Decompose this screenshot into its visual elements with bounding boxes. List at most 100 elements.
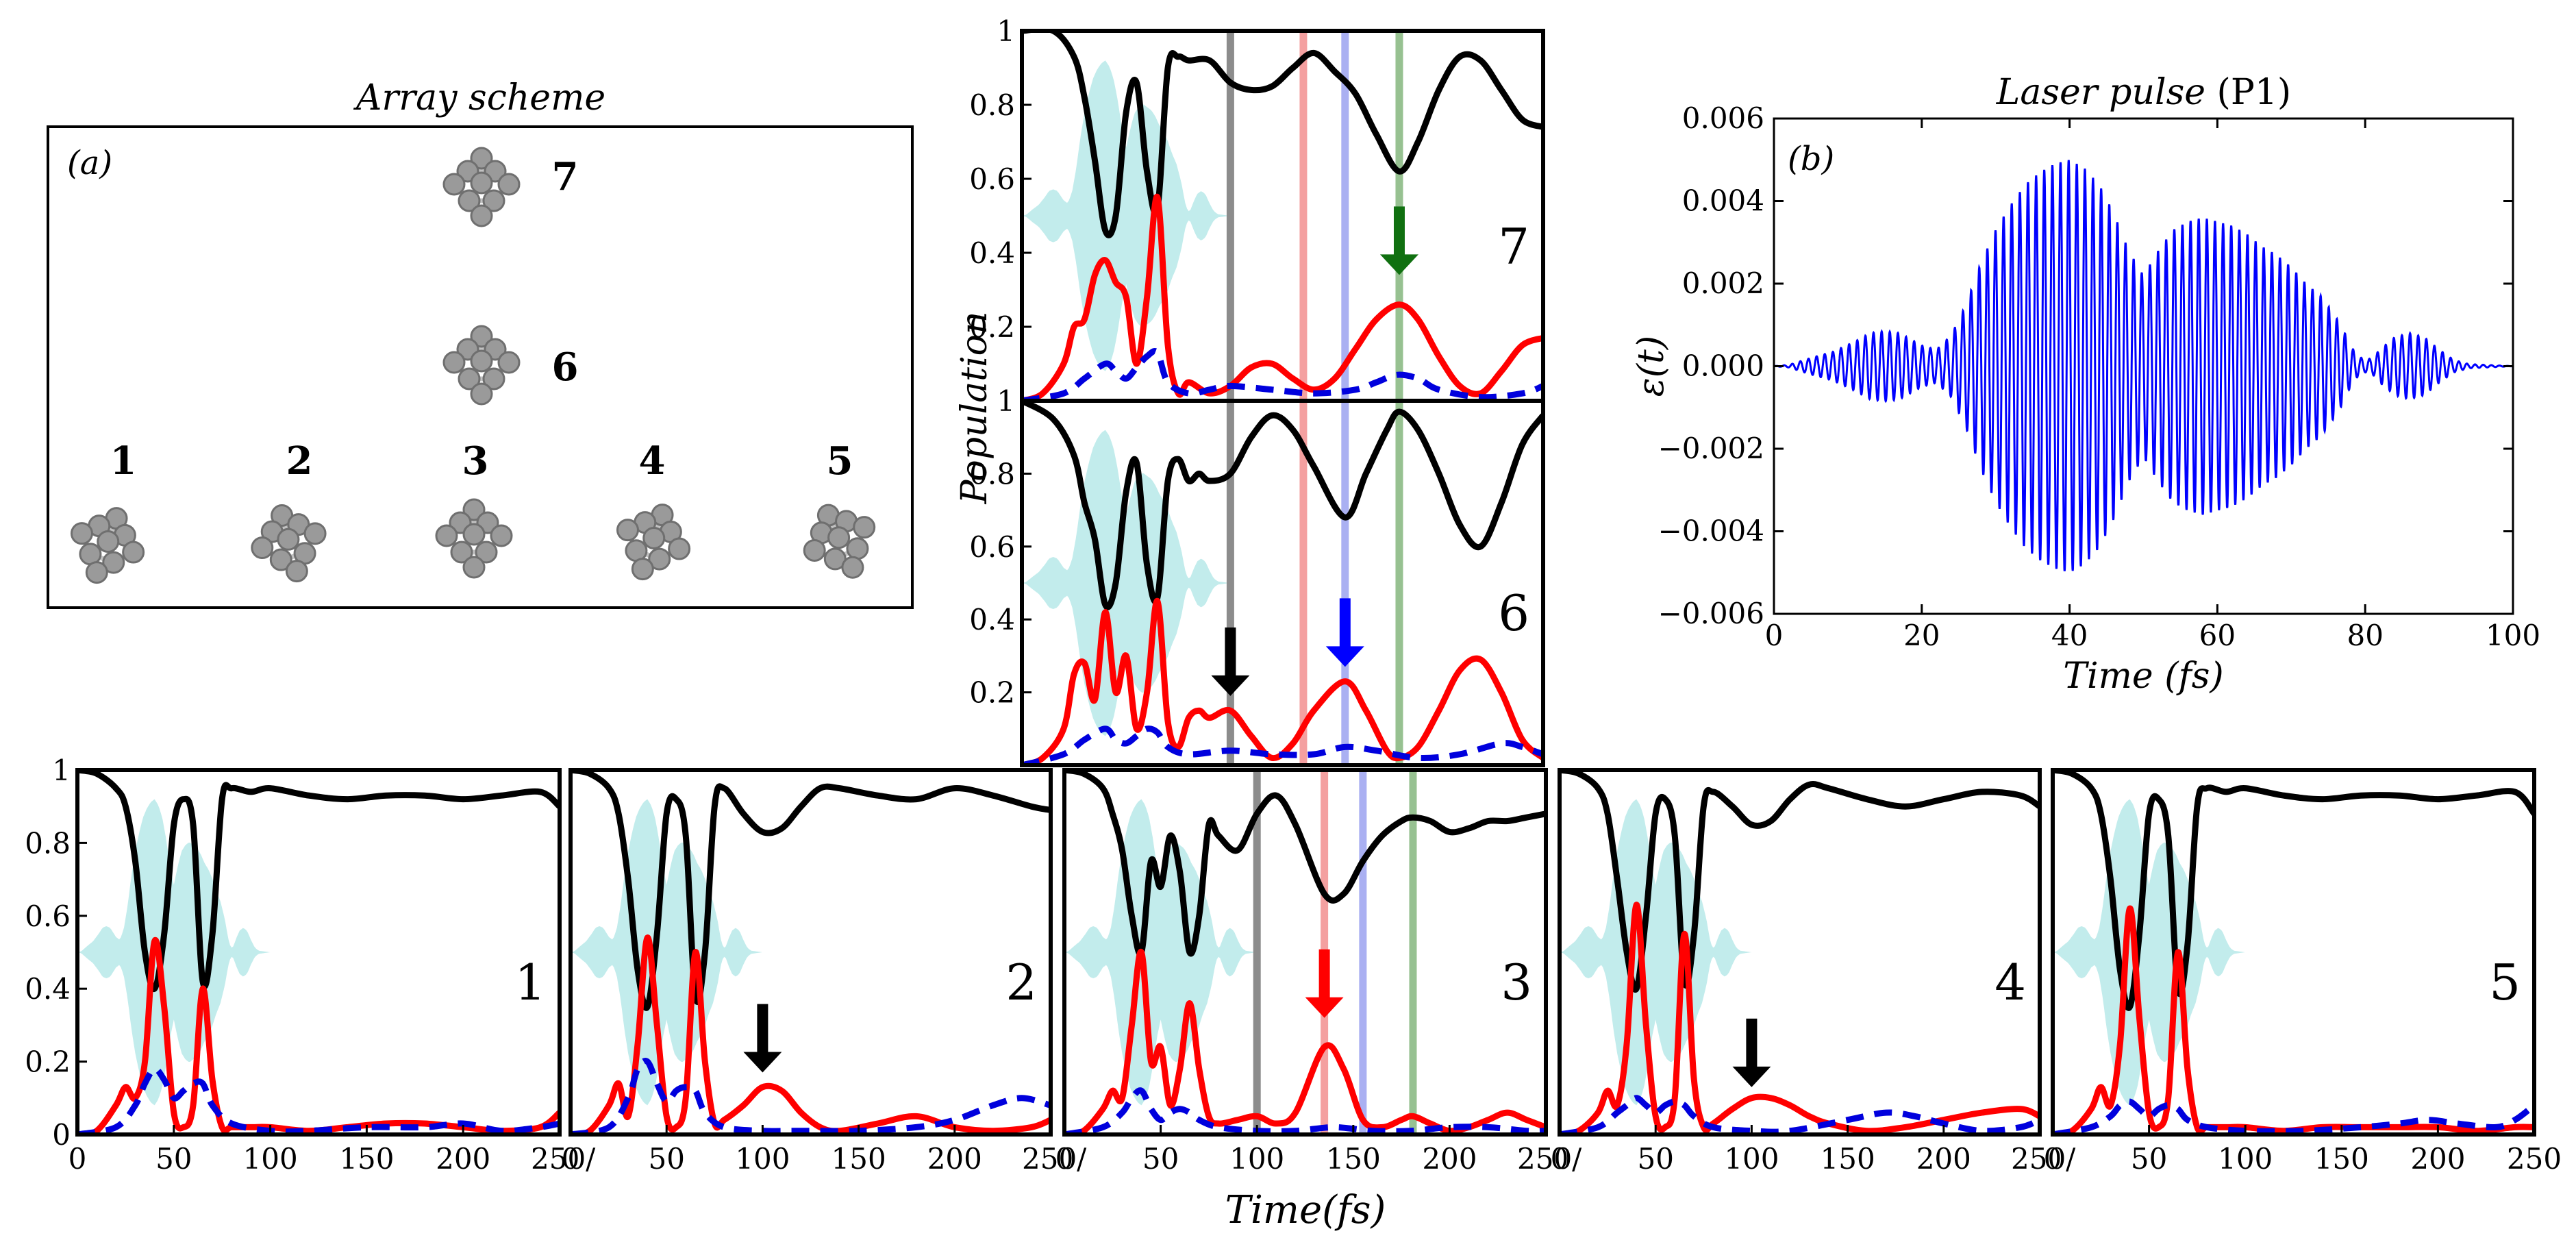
laser-y-axis-label: ε(t) bbox=[1631, 336, 1672, 397]
cluster-atom bbox=[462, 523, 486, 546]
transfer-arrow bbox=[743, 1004, 782, 1073]
x-tick-label: 150 bbox=[339, 1142, 394, 1176]
site-label-5: 5 bbox=[827, 438, 853, 484]
x-tick-label: 150 bbox=[1821, 1142, 1875, 1176]
cluster-atom bbox=[269, 548, 292, 571]
cluster-atom bbox=[122, 541, 145, 564]
transfer-arrow bbox=[1379, 206, 1418, 275]
population-site-2-plot-area bbox=[571, 770, 1051, 1134]
x-tick-label: 50 bbox=[2131, 1142, 2167, 1176]
cluster-atom bbox=[827, 526, 851, 549]
blue-population-line bbox=[1022, 725, 1543, 765]
cluster-site-5 bbox=[803, 504, 876, 579]
x-tick-label: 0 bbox=[2044, 1142, 2062, 1176]
y-tick-label: 1 bbox=[997, 14, 1015, 48]
y-tick-label: 1 bbox=[52, 754, 71, 787]
population-site-3-label: 3 bbox=[1501, 954, 1532, 1011]
black-population-line bbox=[1560, 770, 2040, 993]
laser-y-tick-label: 0.004 bbox=[1682, 184, 1764, 218]
red-population-line bbox=[1022, 193, 1543, 401]
laser-signal-line bbox=[1774, 160, 2513, 571]
population-site-6-panel: 1 0.8 0.6 0.4 0.2 6 bbox=[969, 384, 1545, 767]
site-label-3: 3 bbox=[462, 438, 489, 484]
x-tick-label: 100 bbox=[2218, 1142, 2273, 1176]
cluster-site-4 bbox=[616, 504, 691, 581]
x-tick-label: 150 bbox=[1326, 1142, 1381, 1176]
cluster-site-1 bbox=[70, 507, 145, 584]
population-site-3-plot-area bbox=[1064, 770, 1546, 1134]
x-tick-label: 50 bbox=[155, 1142, 192, 1176]
y-tick-label: 0.4 bbox=[969, 603, 1015, 636]
population-site-3-panel: 0 50 100 150 200 250/3 bbox=[1055, 768, 1582, 1176]
population-site-7-panel: 1 0.8 0.6 0.4 0.2 7 bbox=[969, 14, 1545, 403]
cluster-atom bbox=[841, 556, 864, 579]
black-population-line bbox=[1022, 31, 1543, 238]
laser-x-tick-label: 100 bbox=[2486, 619, 2540, 652]
y-tick-label: 0.8 bbox=[969, 457, 1015, 491]
cluster-atom bbox=[303, 522, 327, 545]
scheme-title: Array scheme bbox=[353, 77, 605, 119]
x-tick-label: 100 bbox=[735, 1142, 790, 1176]
population-site-1-panel: 10.80.60.40.200 50 100 150 200 250/1 bbox=[25, 754, 596, 1176]
population-site-5-panel: 0 50 100 150 200 250 5 bbox=[2044, 768, 2562, 1176]
laser-title-suffix: (P1) bbox=[2205, 72, 2291, 113]
x-tick-label: 150 bbox=[2314, 1142, 2369, 1176]
x-tick-label: 50 bbox=[1637, 1142, 1673, 1176]
transfer-arrow bbox=[1732, 1018, 1771, 1087]
laser-x-tick-label: 40 bbox=[2051, 619, 2088, 652]
x-tick-label: 250/ bbox=[531, 1142, 596, 1176]
cluster-atom bbox=[616, 519, 639, 542]
pulse-envelope-fill bbox=[1022, 60, 1231, 371]
red-population-line bbox=[1560, 902, 2040, 1134]
cluster-atom bbox=[85, 561, 108, 584]
population-site-4-plot-area bbox=[1560, 770, 2040, 1134]
blue-population-line bbox=[77, 1065, 560, 1134]
x-tick-label: 250/ bbox=[2011, 1142, 2076, 1176]
blue-population-line bbox=[1022, 348, 1543, 401]
population-panels: 1 0.8 0.6 0.4 0.2 7 1 0.8 0.6 0.4 0.2 6 1 0.8 0.6 0.4 0.… bbox=[25, 14, 2562, 1176]
laser-title: Laser pulse (P1) bbox=[1996, 72, 2291, 113]
cluster-atom bbox=[97, 530, 120, 553]
site-label-6: 6 bbox=[552, 345, 579, 390]
cluster-group bbox=[70, 147, 876, 584]
laser-pulse-panel: Laser pulse (P1) 0 20 40 60 80 1000.0060.0040… bbox=[1631, 72, 2540, 697]
laser-y-tick-label: 0.002 bbox=[1682, 266, 1764, 300]
laser-x-tick-label: 0 bbox=[1765, 619, 1784, 652]
population-site-4-axes-frame bbox=[1558, 768, 2042, 1137]
x-tick-label: 200 bbox=[2410, 1142, 2465, 1176]
cluster-atom bbox=[462, 498, 486, 521]
site-label-2: 2 bbox=[286, 438, 313, 484]
population-site-7-label: 7 bbox=[1498, 218, 1529, 275]
laser-x-axis-label: Time (fs) bbox=[2063, 656, 2223, 697]
cluster-atom bbox=[462, 556, 486, 579]
laser-x-tick-label: 60 bbox=[2199, 619, 2236, 652]
y-tick-label: 0.2 bbox=[969, 676, 1015, 710]
cluster-atom bbox=[470, 349, 493, 373]
cluster-site-3 bbox=[435, 498, 513, 579]
cluster-atom bbox=[853, 516, 876, 539]
y-tick-label: 0 bbox=[52, 1118, 71, 1152]
pulse-envelope-fill bbox=[1064, 799, 1258, 1106]
laser-y-tick-label: 0.006 bbox=[1682, 101, 1764, 135]
x-tick-label: 0 bbox=[68, 1142, 87, 1176]
site-label-1: 1 bbox=[110, 438, 137, 484]
population-site-6-plot-area bbox=[1022, 401, 1543, 765]
laser-x-tick-label: 20 bbox=[1903, 619, 1940, 652]
cluster-site-6 bbox=[442, 325, 521, 406]
black-population-line bbox=[1064, 770, 1546, 957]
blue-population-line bbox=[1560, 1095, 2040, 1134]
cluster-atom bbox=[642, 526, 666, 549]
x-tick-label: 0 bbox=[562, 1142, 580, 1176]
population-site-6-label: 6 bbox=[1498, 584, 1529, 642]
cluster-atom bbox=[435, 524, 458, 547]
population-site-5-axes-frame bbox=[2051, 768, 2536, 1137]
laser-title-italic: Laser pulse bbox=[1996, 72, 2205, 113]
x-tick-label: 100 bbox=[1229, 1142, 1284, 1176]
laser-y-tick-label: −0.004 bbox=[1658, 514, 1764, 548]
scheme-panel-label: (a) bbox=[67, 144, 112, 182]
y-tick-label: 0.2 bbox=[25, 1045, 71, 1079]
x-tick-label: 200 bbox=[1422, 1142, 1477, 1176]
cluster-atom bbox=[482, 189, 505, 212]
site-label-7: 7 bbox=[552, 154, 579, 199]
y-tick-label: 0.4 bbox=[25, 972, 71, 1006]
